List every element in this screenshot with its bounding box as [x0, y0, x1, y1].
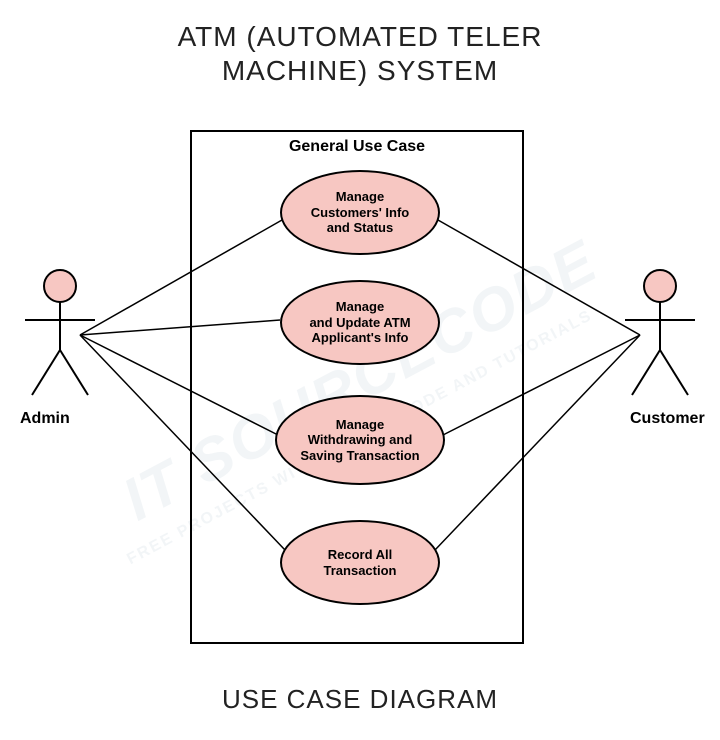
actor-admin-label: Admin [20, 410, 70, 428]
actor-customer-label: Customer [630, 410, 705, 428]
usecase-uc1: Manage Customers' Info and Status [280, 170, 440, 255]
system-label: General Use Case [192, 138, 522, 156]
diagram-subtitle: USE CASE DIAGRAM [0, 684, 720, 715]
actor-customer [640, 270, 720, 410]
usecase-uc4: Record All Transaction [280, 520, 440, 605]
title-line1: ATM (AUTOMATED TELER [178, 21, 543, 52]
title-line2: MACHINE) SYSTEM [222, 55, 498, 86]
actor-admin [40, 270, 120, 410]
usecase-uc2: Manage and Update ATM Applicant's Info [280, 280, 440, 365]
diagram-title: ATM (AUTOMATED TELER MACHINE) SYSTEM [0, 20, 720, 87]
usecase-uc3: Manage Withdrawing and Saving Transactio… [275, 395, 445, 485]
